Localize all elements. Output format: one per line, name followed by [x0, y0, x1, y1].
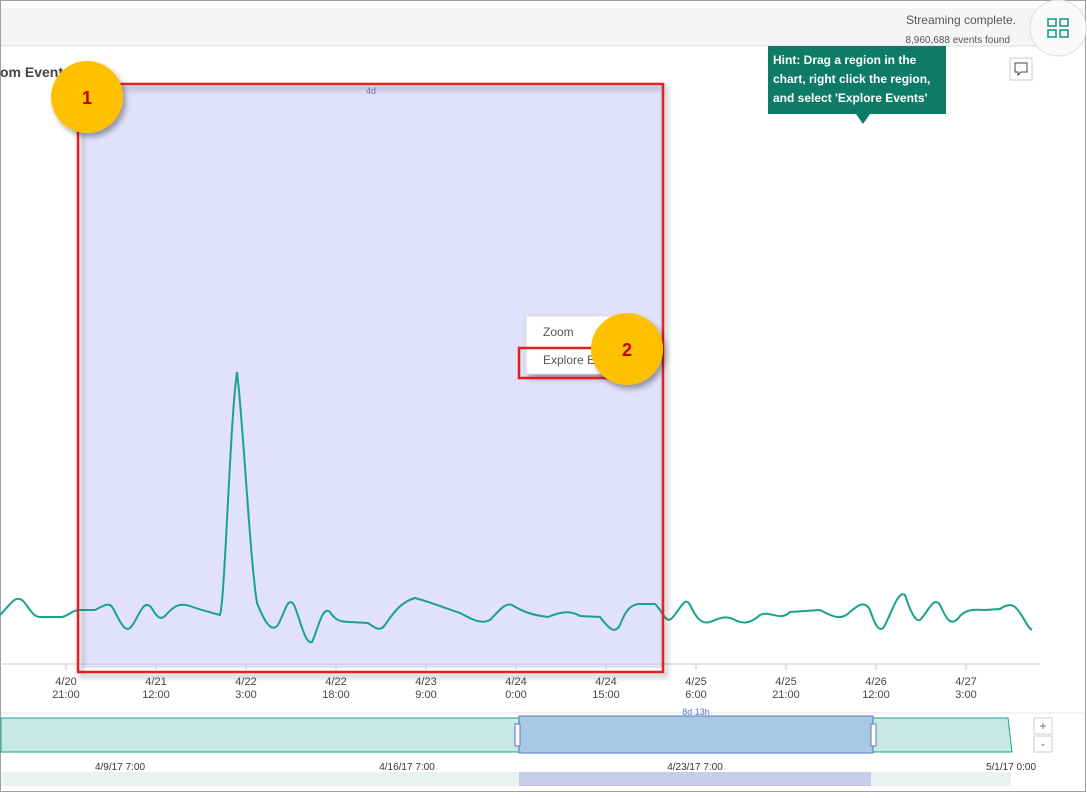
x-tick-date: 4/26 — [865, 676, 886, 688]
timeline-ticks: 4/9/17 7:00 4/16/17 7:00 4/23/17 7:00 5/1/1… — [95, 762, 1036, 773]
zoom-in[interactable] — [1033, 717, 1053, 735]
layout-button[interactable] — [1029, 0, 1087, 57]
selection-highlight — [76, 82, 665, 674]
x-tick-time: 12:00 — [862, 689, 890, 701]
top-bar — [1, 8, 1085, 46]
x-tick-date: 4/27 — [955, 676, 976, 688]
x-tick-time: 18:00 — [322, 689, 350, 701]
grid-icon — [1047, 18, 1069, 38]
zoom-out-label: - — [1041, 737, 1045, 751]
x-ticks: 4/2021:004/2112:004/223:004/2218:004/239… — [52, 664, 977, 701]
callout-2 — [591, 313, 663, 385]
hint-line: Hint: Drag a region in the — [773, 53, 917, 67]
status: Streaming complete. — [906, 13, 1016, 27]
x-tick-date: 4/21 — [145, 676, 166, 688]
selection-label: 4d — [366, 86, 376, 96]
x-tick-time: 21:00 — [772, 689, 800, 701]
event-line — [0, 371, 1033, 644]
hint-line: chart, right click the region, — [773, 72, 930, 86]
callout-1 — [51, 61, 123, 133]
x-tick-date: 4/24 — [505, 676, 526, 688]
x-tick-time: 6:00 — [685, 689, 706, 701]
x-tick-time: 12:00 — [142, 689, 170, 701]
comment-icon — [1014, 62, 1028, 77]
hint-line: and select 'Explore Events' — [773, 91, 928, 105]
zoom-out[interactable] — [1033, 735, 1053, 753]
x-tick-date: 4/24 — [595, 676, 616, 688]
x-tick-time: 9:00 — [415, 689, 436, 701]
x-tick-date: 4/25 — [685, 676, 706, 688]
callout-label: 1 — [82, 88, 92, 108]
timeline-tick: 4/9/17 7:00 — [95, 762, 145, 773]
x-tick-time: 0:00 — [505, 689, 526, 701]
timeline-tick: 5/1/17 0:00 — [986, 762, 1036, 773]
timeline-tick: 4/16/17 7:00 — [379, 762, 435, 773]
comment-button[interactable] — [1009, 57, 1033, 81]
x-tick-time: 15:00 — [592, 689, 620, 701]
menu-zoom[interactable]: Zoom — [543, 325, 574, 339]
hint-box — [768, 46, 946, 124]
x-tick-date: 4/20 — [55, 676, 76, 688]
x-tick-date: 4/22 — [325, 676, 346, 688]
x-tick-date: 4/25 — [775, 676, 796, 688]
zoom-in-label: + — [1039, 719, 1046, 733]
x-tick-date: 4/23 — [415, 676, 436, 688]
brush-handle[interactable] — [514, 723, 521, 747]
menu-explore[interactable]: Explore Ev — [543, 353, 601, 367]
brush-handle[interactable] — [870, 723, 877, 747]
chart-title: om Events — [0, 64, 71, 80]
hint-text: Hint: Drag a region in the chart, right c… — [773, 53, 930, 105]
x-tick-time: 3:00 — [235, 689, 256, 701]
x-tick-date: 4/22 — [235, 676, 256, 688]
x-tick-time: 21:00 — [52, 689, 80, 701]
event-count: 8,960,688 events found — [905, 35, 1010, 46]
timeline-brush[interactable] — [518, 715, 874, 754]
brush-label: 8d 13h — [682, 707, 710, 717]
callout-label: 2 — [622, 340, 632, 360]
timeline-tick: 4/23/17 7:00 — [667, 762, 723, 773]
x-tick-time: 3:00 — [955, 689, 976, 701]
overview-brush — [519, 772, 871, 786]
